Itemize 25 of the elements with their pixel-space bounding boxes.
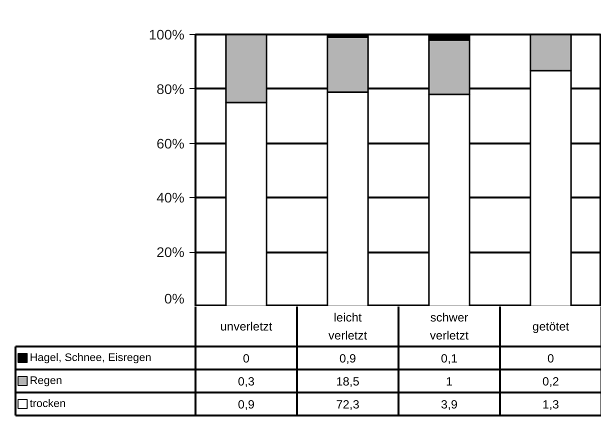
x-tick-label: unverletzt [220, 320, 273, 334]
text: 0,3 [238, 374, 255, 388]
text: 18,5 [336, 374, 360, 388]
text: 1 [446, 374, 453, 388]
text: 0 [242, 352, 250, 366]
y-tick-label: 20% [156, 244, 185, 260]
y-tick-label: 60% [156, 135, 185, 152]
text: 3,9 [440, 398, 458, 412]
x-tick-label: schwer verletzt [430, 310, 470, 343]
text: 0,9 [339, 352, 356, 366]
text: 0,2 [542, 374, 560, 388]
x-tick-label: leicht verletzt [328, 310, 368, 343]
y-tick-label: 0% [164, 290, 184, 306]
legend-label: Hagel, Schnee, Eisregen [30, 352, 152, 364]
text: 1,3 [542, 398, 560, 412]
y-tick-label: 80% [156, 80, 185, 97]
x-tick-label: getötet [532, 320, 570, 334]
text: 0 [547, 352, 554, 366]
y-tick-label: 40% [156, 190, 185, 206]
text: 0,1 [440, 352, 458, 366]
text: 72,3 [336, 398, 360, 412]
legend-label: trocken [30, 398, 66, 410]
y-tick-label: 100% [148, 26, 185, 42]
legend-label: Regen [30, 375, 62, 387]
text: 0,9 [238, 398, 255, 412]
